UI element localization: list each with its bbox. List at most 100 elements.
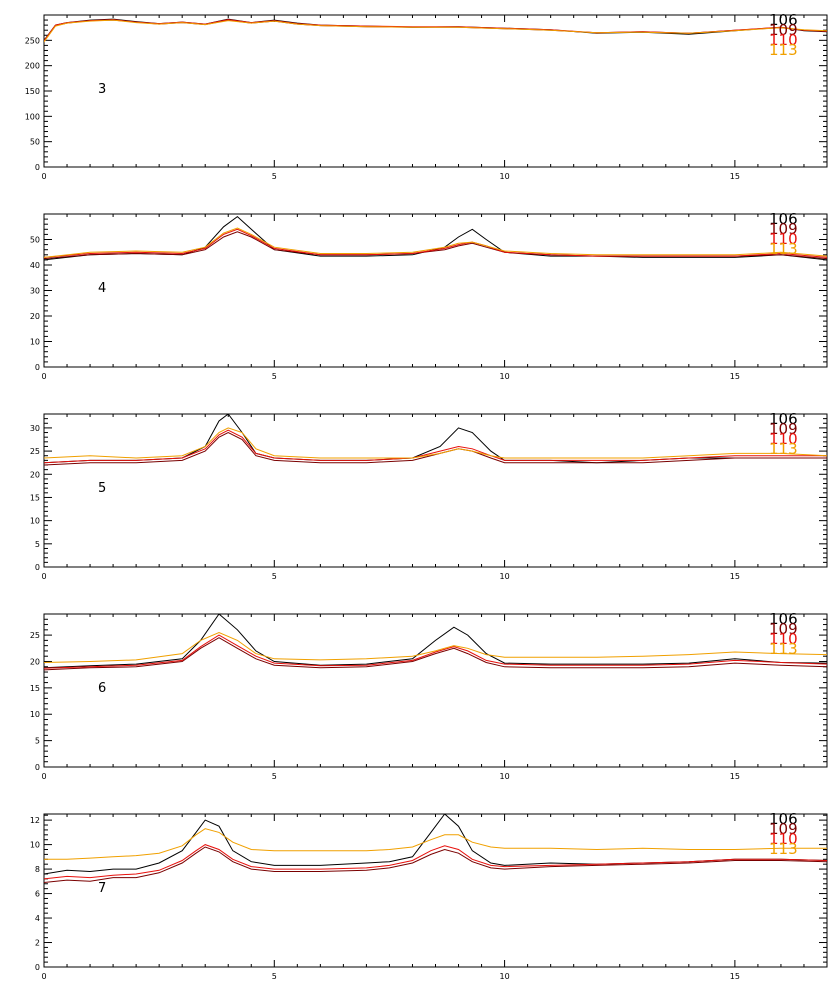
legend-entry-109: 109 <box>769 420 798 438</box>
y-tick-label: 0 <box>35 363 40 372</box>
series-line-106 <box>44 18 827 41</box>
x-tick-label: 0 <box>41 772 46 781</box>
x-tick-label: 10 <box>499 172 509 181</box>
panel-label: 6 <box>98 681 106 696</box>
y-tick-label: 30 <box>30 424 40 433</box>
legend-entry-113: 113 <box>769 41 798 59</box>
plot-frame <box>43 14 828 168</box>
y-tick-label: 5 <box>35 737 40 746</box>
y-tick-label: 100 <box>25 112 40 121</box>
legend-entry-113: 113 <box>769 440 798 458</box>
y-tick-label: 0 <box>35 763 40 772</box>
series-line-113 <box>44 631 827 663</box>
legend-entry-109: 109 <box>769 220 798 238</box>
y-tick-label: 8 <box>35 865 40 874</box>
y-tick-label: 20 <box>30 657 40 666</box>
x-tick-label: 5 <box>272 172 277 181</box>
legend-entry-113: 113 <box>769 840 798 858</box>
x-tick-label: 5 <box>272 972 277 981</box>
series-line-113 <box>44 828 827 860</box>
y-tick-label: 0 <box>35 163 40 172</box>
series-line-113 <box>44 19 827 43</box>
y-tick-label: 6 <box>35 890 40 899</box>
legend-entry-113: 113 <box>769 640 798 658</box>
plot-frame <box>43 613 828 768</box>
y-tick-label: 200 <box>25 62 40 71</box>
legend-entry-106: 106 <box>769 410 798 428</box>
y-tick-label: 10 <box>30 710 40 719</box>
y-tick-label: 20 <box>30 470 40 479</box>
series-line-110 <box>44 228 827 258</box>
y-tick-label: 30 <box>30 287 40 296</box>
legend-entry-110: 110 <box>769 830 798 848</box>
y-tick-label: 25 <box>30 631 40 640</box>
x-tick-label: 10 <box>499 372 509 381</box>
x-tick-label: 10 <box>499 972 509 981</box>
series-line-106 <box>44 414 827 464</box>
y-tick-label: 50 <box>30 138 40 147</box>
x-tick-label: 5 <box>272 372 277 381</box>
legend-entry-106: 106 <box>769 11 798 29</box>
x-tick-label: 0 <box>41 372 46 381</box>
x-tick-label: 10 <box>499 772 509 781</box>
x-tick-label: 5 <box>272 572 277 581</box>
legend-entry-106: 106 <box>769 810 798 828</box>
series-line-106 <box>44 614 827 669</box>
plot-frame <box>43 213 828 368</box>
x-tick-label: 0 <box>41 572 46 581</box>
series-line-110 <box>44 634 827 669</box>
x-tick-label: 15 <box>730 172 740 181</box>
legend-entry-113: 113 <box>769 240 798 258</box>
y-tick-label: 4 <box>35 914 40 923</box>
legend-entry-109: 109 <box>769 21 798 39</box>
y-tick-label: 0 <box>35 563 40 572</box>
x-tick-label: 15 <box>730 572 740 581</box>
series-line-113 <box>44 227 827 258</box>
plot-frame <box>43 813 828 968</box>
legend-entry-110: 110 <box>769 31 798 49</box>
legend-entry-110: 110 <box>769 630 798 648</box>
legend-entry-106: 106 <box>769 210 798 228</box>
legend-entry-110: 110 <box>769 230 798 248</box>
x-tick-label: 15 <box>730 772 740 781</box>
y-tick-label: 20 <box>30 312 40 321</box>
series-line-109 <box>44 637 827 671</box>
legend-entry-109: 109 <box>769 620 798 638</box>
x-tick-label: 0 <box>41 172 46 181</box>
legend-entry-109: 109 <box>769 820 798 838</box>
x-tick-label: 15 <box>730 972 740 981</box>
series-line-109 <box>44 431 827 466</box>
y-tick-label: 12 <box>30 816 40 825</box>
x-tick-label: 10 <box>499 572 509 581</box>
series-line-109 <box>44 846 827 883</box>
y-tick-label: 2 <box>35 939 40 948</box>
y-tick-label: 5 <box>35 540 40 549</box>
x-tick-label: 5 <box>272 772 277 781</box>
y-tick-label: 10 <box>30 338 40 347</box>
panel-label: 3 <box>98 82 106 97</box>
series-line-110 <box>44 19 827 42</box>
y-tick-label: 0 <box>35 963 40 972</box>
y-tick-label: 40 <box>30 261 40 270</box>
panel-label: 4 <box>98 281 106 296</box>
legend-entry-106: 106 <box>769 610 798 628</box>
y-tick-label: 10 <box>30 841 40 850</box>
y-tick-label: 25 <box>30 447 40 456</box>
y-tick-label: 10 <box>30 517 40 526</box>
y-tick-label: 15 <box>30 493 40 502</box>
panel-label: 5 <box>98 481 106 496</box>
x-tick-label: 15 <box>730 372 740 381</box>
legend-entry-110: 110 <box>769 430 798 448</box>
series-line-106 <box>44 814 827 875</box>
series-line-113 <box>44 427 827 459</box>
plot-frame <box>43 413 828 568</box>
panel-label: 7 <box>98 881 106 896</box>
y-tick-label: 15 <box>30 684 40 693</box>
y-tick-label: 50 <box>30 236 40 245</box>
